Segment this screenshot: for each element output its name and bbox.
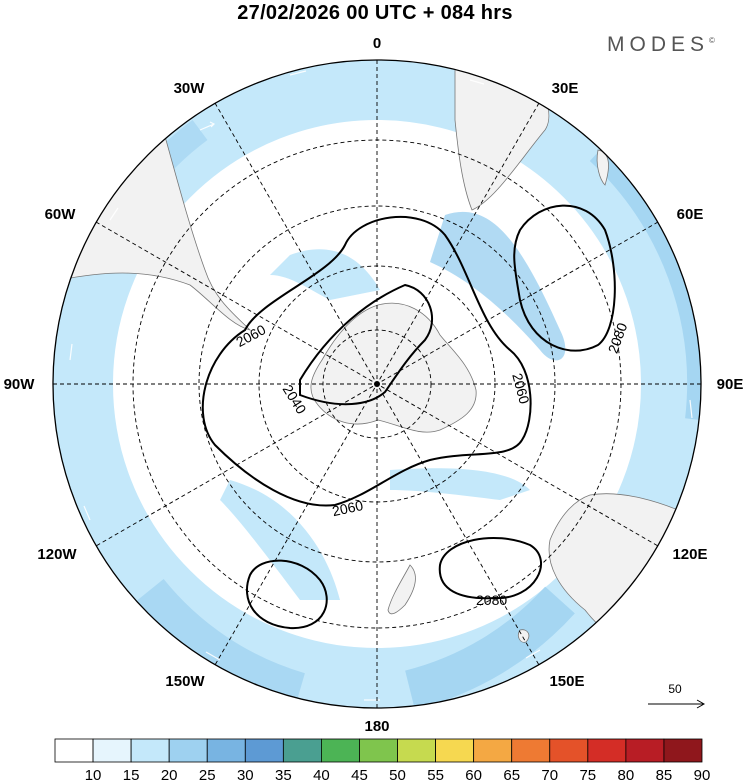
colorbar-label: 45 — [351, 767, 368, 782]
colorbar-label: 90 — [694, 767, 711, 782]
colorbar-label: 75 — [579, 767, 596, 782]
modes-logo: MODES© — [607, 33, 715, 57]
colorbar-label: 80 — [618, 767, 635, 782]
vector-reference: 50 — [648, 682, 706, 709]
colorbar-swatch — [130, 738, 170, 763]
meridian-label: 90E — [717, 376, 744, 393]
brand-name: MODES — [607, 33, 710, 56]
colorbar-swatch — [663, 738, 703, 763]
height-contours — [201, 204, 616, 630]
meridian-label: 0 — [373, 35, 381, 52]
colorbar-label: 40 — [313, 767, 330, 782]
colorbar-swatch — [206, 738, 246, 763]
contour-label: 2080 — [476, 592, 507, 608]
contour-2060-main — [201, 215, 532, 507]
colorbar-swatch — [92, 738, 132, 763]
vector-reference-value: 50 — [668, 682, 682, 696]
vector-reference-arrowhead — [696, 699, 706, 709]
new-zealand — [387, 564, 416, 615]
map-title: 27/02/2026 00 UTC + 084 hrs — [237, 2, 513, 24]
meridian-label: 120E — [672, 546, 707, 563]
colorbar-label: 50 — [389, 767, 406, 782]
meridian-labels: 0 30E 60E 90E 120E 150E 180 150W 120W 90… — [4, 35, 744, 735]
colorbar-labels: 10 15 20 25 30 35 40 45 50 55 60 65 70 75 80 85 90 — [85, 767, 711, 782]
map-boundary — [52, 59, 702, 709]
meridian-label: 60E — [677, 206, 704, 223]
meridian-label: 120W — [37, 546, 77, 563]
colorbar-swatch — [359, 738, 398, 763]
antarctica — [310, 302, 477, 433]
colorbar-label: 70 — [541, 767, 558, 782]
contour-2080-south — [438, 537, 542, 600]
colorbar-swatch — [511, 738, 551, 763]
meridian-label: 90W — [4, 376, 36, 393]
meridian-label: 30E — [552, 80, 579, 97]
meridian-label: 150E — [549, 673, 584, 690]
colorbar-label: 20 — [161, 767, 178, 782]
colorbar-label: 60 — [465, 767, 482, 782]
colorbar-swatch — [397, 738, 436, 763]
contour-label: 2060 — [509, 371, 533, 405]
colorbar-label: 55 — [427, 767, 444, 782]
meridian-label: 150W — [165, 673, 205, 690]
colorbar-label: 10 — [85, 767, 102, 782]
colorbar — [54, 738, 703, 763]
colorbar-label: 35 — [275, 767, 292, 782]
contour-2040 — [299, 283, 434, 406]
colorbar-swatch — [625, 738, 665, 763]
contour-label: 2060 — [331, 497, 365, 519]
contour-2080-east — [513, 204, 616, 352]
meridian-label: 60W — [45, 206, 77, 223]
south-pole-marker — [374, 381, 380, 387]
meridian-label: 180 — [364, 718, 389, 735]
colorbar-label: 85 — [656, 767, 673, 782]
colorbar-swatch — [473, 738, 513, 763]
tasmania — [518, 629, 530, 643]
colorbar-swatch — [549, 738, 589, 763]
copyright-mark: © — [709, 36, 715, 45]
colorbar-swatch — [244, 738, 284, 763]
colorbar-label: 15 — [123, 767, 140, 782]
colorbar-swatch — [321, 738, 360, 763]
contour-2080-southwest — [245, 559, 328, 630]
colorbar-swatch — [54, 738, 94, 763]
colorbar-label: 30 — [237, 767, 254, 782]
colorbar-label: 25 — [199, 767, 216, 782]
colorbar-swatch — [435, 738, 475, 763]
colorbar-label: 65 — [503, 767, 520, 782]
colorbar-swatch — [168, 738, 208, 763]
colorbar-swatch — [282, 738, 322, 763]
colorbar-swatch — [587, 738, 627, 763]
meridian-label: 30W — [174, 80, 206, 97]
